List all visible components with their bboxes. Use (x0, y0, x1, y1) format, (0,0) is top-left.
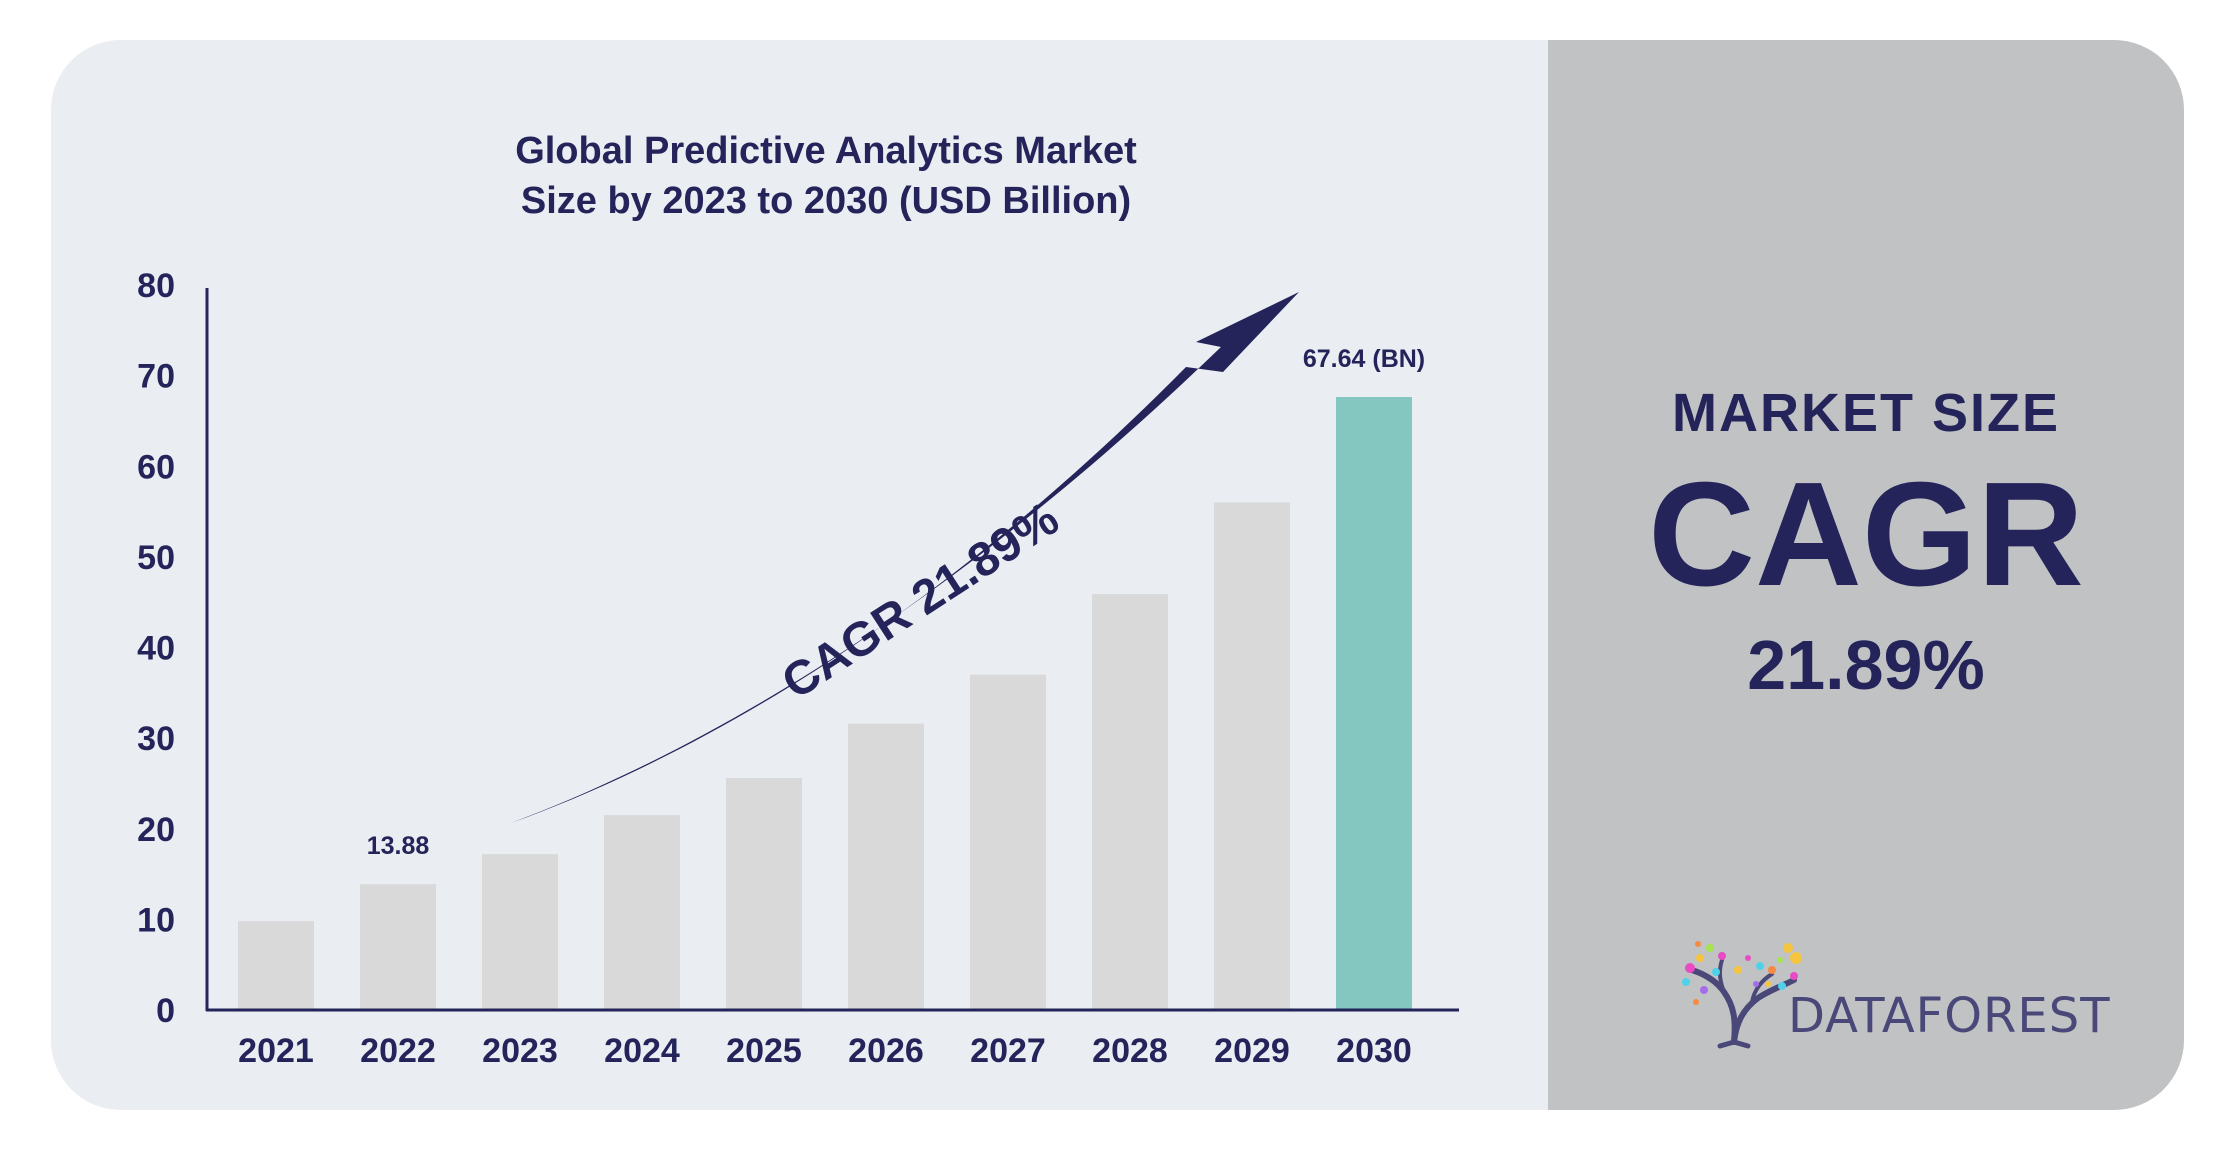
y-tick-label: 60 (137, 448, 175, 486)
data-label: 67.64 (BN) (1303, 345, 1425, 373)
y-tick-label: 0 (156, 992, 175, 1030)
y-tick-label: 20 (137, 811, 175, 849)
infographic-card: Global Predictive Analytics Market Size b… (51, 40, 2184, 1110)
data-label: 13.88 (367, 832, 430, 860)
y-tick-label: 80 (137, 267, 175, 305)
market-size-panel: MARKET SIZE CAGR 21.89% (1548, 40, 2184, 1110)
bar-2030 (1336, 397, 1412, 1010)
chart-title-line: Size by 2023 to 2030 (USD Billion) (521, 180, 1131, 222)
market-size-label: MARKET SIZE (1671, 383, 2060, 443)
bar-2029 (1214, 502, 1290, 1010)
bar-chart: Global Predictive Analytics Market Size b… (137, 130, 1459, 1070)
bar-2024 (604, 815, 680, 1010)
dataforest-logo: DATAFOREST (1676, 920, 2110, 1050)
x-tick-label: 2027 (970, 1032, 1046, 1070)
logo-text: DATAFOREST (1788, 988, 2111, 1044)
x-tick-label: 2026 (848, 1032, 924, 1070)
cagr-arrow (511, 292, 1299, 823)
x-tick-label: 2028 (1092, 1032, 1168, 1070)
cagr-headline: CAGR (1648, 452, 2084, 617)
y-tick-label: 30 (137, 720, 175, 758)
y-tick-label: 40 (137, 630, 175, 668)
bar-2023 (482, 854, 558, 1010)
bar-2028 (1092, 594, 1168, 1010)
x-tick-label: 2025 (726, 1032, 802, 1070)
chart-title-line: Global Predictive Analytics Market (515, 130, 1137, 172)
x-tick-label: 2024 (604, 1032, 680, 1070)
x-tick-label: 2022 (360, 1032, 436, 1070)
bar-2026 (848, 723, 924, 1010)
bar-2022 (360, 884, 436, 1010)
y-tick-label: 10 (137, 901, 175, 939)
chart-panel: Global Predictive Analytics Market Size b… (51, 40, 1548, 1110)
x-tick-label: 2029 (1214, 1032, 1290, 1070)
bar-2025 (726, 778, 802, 1010)
tree-icon (1682, 941, 1802, 1049)
x-tick-label: 2030 (1336, 1032, 1412, 1070)
bar-2027 (970, 674, 1046, 1010)
y-tick-label: 50 (137, 539, 175, 577)
cagr-value: 21.89% (1747, 626, 1985, 704)
y-tick-label: 70 (137, 358, 175, 396)
bar-2021 (238, 921, 314, 1010)
x-tick-label: 2021 (238, 1032, 314, 1070)
x-tick-label: 2023 (482, 1032, 558, 1070)
